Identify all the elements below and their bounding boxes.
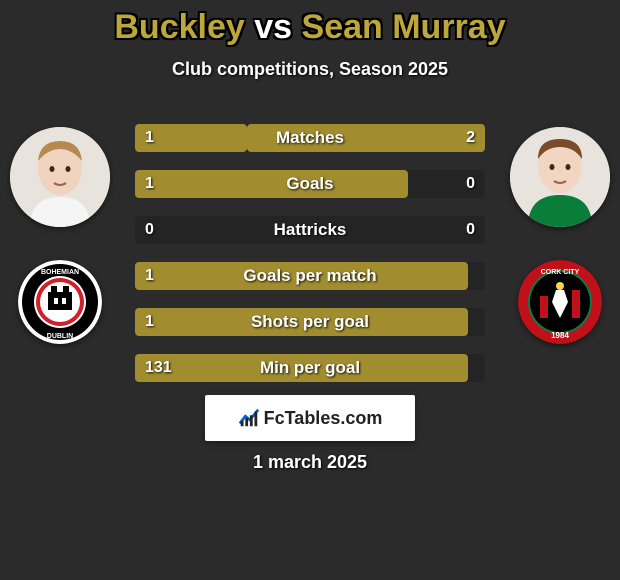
player1-club-crest: BOHEMIAN DUBLIN — [18, 260, 102, 344]
metric-label: Hattricks — [135, 216, 485, 244]
svg-text:1984: 1984 — [551, 331, 569, 340]
player2-avatar — [510, 127, 610, 227]
subtitle: Club competitions, Season 2025 — [0, 59, 620, 80]
date-text: 1 march 2025 — [0, 452, 620, 473]
metric-row-goals: 10Goals — [135, 170, 485, 198]
metric-row-goals-per-match: 1Goals per match — [135, 262, 485, 290]
metric-label: Shots per goal — [135, 308, 485, 336]
svg-text:DUBLIN: DUBLIN — [47, 333, 73, 340]
metric-label: Goals per match — [135, 262, 485, 290]
brand-text: FcTables.com — [264, 408, 383, 429]
player2-club-crest: CORK CITY 1984 — [518, 260, 602, 344]
metric-label: Min per goal — [135, 354, 485, 382]
metric-label: Matches — [135, 124, 485, 152]
title-player1: Buckley — [114, 8, 244, 46]
title-player2: Sean Murray — [302, 8, 506, 46]
metric-row-matches: 12Matches — [135, 124, 485, 152]
svg-text:CORK CITY: CORK CITY — [541, 269, 580, 276]
player1-avatar — [10, 127, 110, 227]
brand-badge: FcTables.com — [205, 395, 415, 441]
metric-label: Goals — [135, 170, 485, 198]
metric-row-hattricks: 00Hattricks — [135, 216, 485, 244]
title-vs: vs — [254, 8, 292, 46]
metric-row-shots-per-goal: 1Shots per goal — [135, 308, 485, 336]
metric-bars: 12Matches 10Goals 00Hattricks 1Goals per ma… — [135, 124, 485, 400]
svg-text:BOHEMIAN: BOHEMIAN — [41, 269, 79, 276]
metric-row-min-per-goal: 131Min per goal — [135, 354, 485, 382]
brand-chart-icon — [238, 407, 260, 429]
page-title: Buckley vs Sean Murray — [0, 0, 620, 47]
